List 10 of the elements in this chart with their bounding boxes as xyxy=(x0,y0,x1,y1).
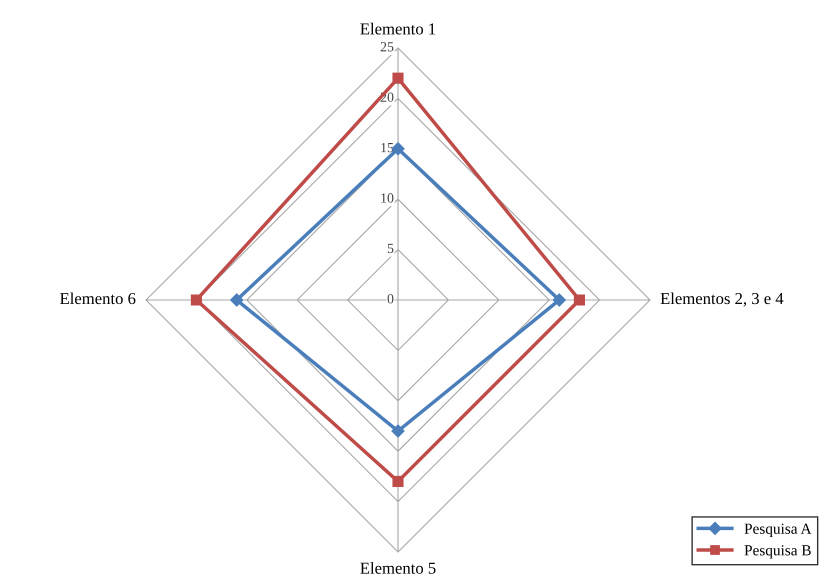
spoke-label: Elemento 5 xyxy=(360,562,436,574)
y-tick-label: 0 xyxy=(388,294,394,304)
spoke-label: Elemento 1 xyxy=(360,22,436,35)
legend-label: Pesquisa A xyxy=(744,524,812,537)
y-tick-label: 25 xyxy=(380,42,394,52)
legend-label: Pesquisa B xyxy=(744,545,811,559)
spoke-label: Elementos 2, 3 e 4 xyxy=(660,292,784,307)
spoke-label: Elemento 6 xyxy=(60,292,136,304)
y-tick-label: 5 xyxy=(388,244,394,254)
y-tick-label: 10 xyxy=(381,193,394,203)
